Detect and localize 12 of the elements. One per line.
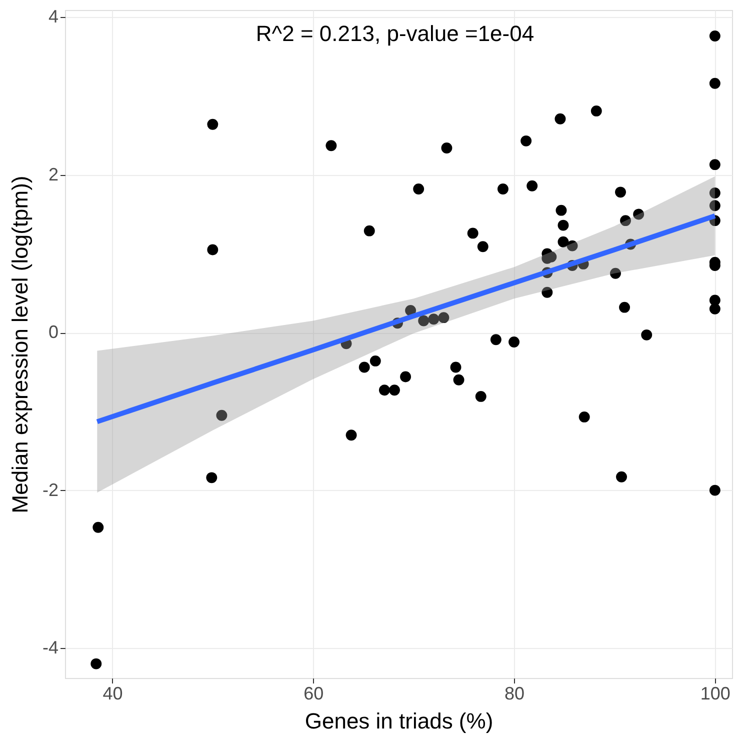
annotation: R^2 = 0.213, p-value =1e-04	[256, 21, 534, 46]
y-tick-label: 4	[48, 6, 58, 27]
x-axis-title: Genes in triads (%)	[304, 708, 494, 734]
y-tick-label: 2	[48, 164, 58, 184]
y-tick-label: -2	[42, 480, 58, 500]
x-tick-label: 40	[102, 684, 123, 704]
x-tick-label: 100	[700, 684, 730, 704]
y-tick-label: -4	[42, 638, 58, 658]
x-tick-label: 80	[504, 684, 525, 704]
y-tick-label: 0	[48, 322, 58, 342]
y-axis-title: Median expression level (log(tpm))	[7, 176, 32, 514]
x-tick-label: 60	[304, 684, 324, 704]
